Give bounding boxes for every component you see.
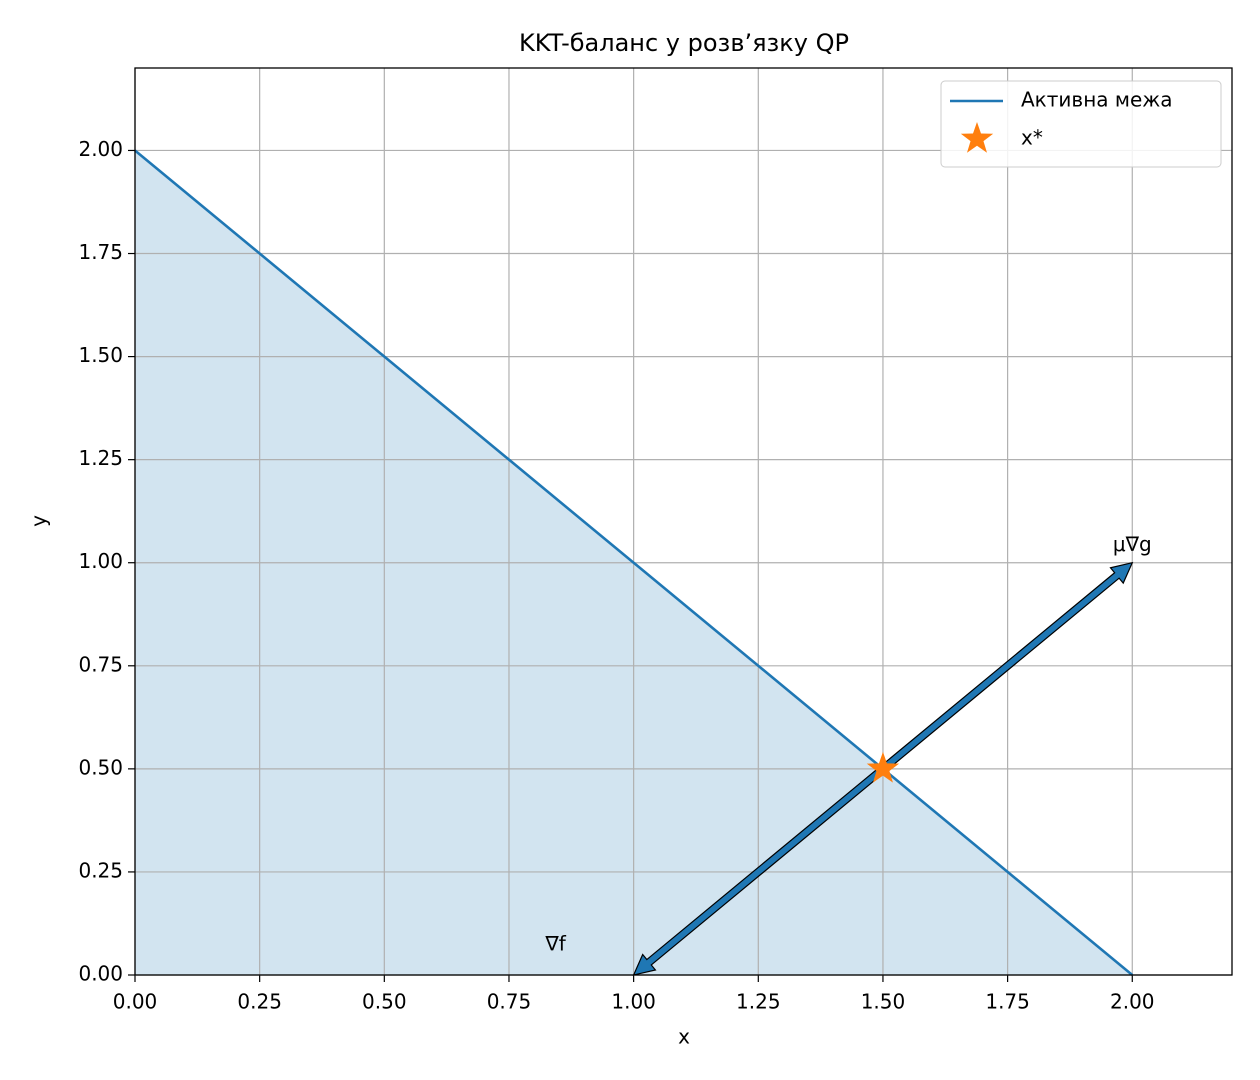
y-tick-label: 0.00 (78, 962, 123, 986)
star-marker (866, 751, 900, 783)
chart-title: KKT-баланс у розв’язку QP (519, 29, 849, 57)
legend-box (940, 80, 1222, 168)
x-axis-label: x (678, 1025, 690, 1049)
x-tick-label: 1.50 (861, 990, 906, 1014)
x-tick-label: 2.00 (1110, 990, 1155, 1014)
plot-frame (134, 67, 1233, 976)
legend-label: Активна межа (1021, 88, 1173, 112)
x-tick-label: 0.00 (113, 990, 158, 1014)
arrow (632, 765, 887, 976)
y-tick-label: 1.00 (78, 549, 123, 573)
y-tick-label: 0.50 (78, 755, 123, 779)
y-tick-label: 2.00 (78, 137, 123, 161)
y-tick-label: 1.25 (78, 446, 123, 470)
arrow-label: ∇f (544, 932, 566, 956)
legend-label: x* (1021, 126, 1043, 150)
y-tick-label: 0.75 (78, 652, 123, 676)
y-tick-label: 1.75 (78, 240, 123, 264)
x-tick-label: 0.25 (237, 990, 282, 1014)
x-tick-label: 1.75 (985, 990, 1030, 1014)
x-tick-label: 1.00 (611, 990, 656, 1014)
arrow-label: μ∇g (1113, 532, 1152, 556)
y-tick-label: 1.50 (78, 343, 123, 367)
y-tick-label: 0.25 (78, 858, 123, 882)
x-tick-label: 0.75 (487, 990, 532, 1014)
x-tick-label: 0.50 (362, 990, 407, 1014)
y-axis-label: y (27, 515, 51, 527)
arrow (879, 561, 1134, 773)
x-tick-label: 1.25 (736, 990, 781, 1014)
line (134, 149, 1134, 977)
legend-swatch (960, 122, 994, 153)
